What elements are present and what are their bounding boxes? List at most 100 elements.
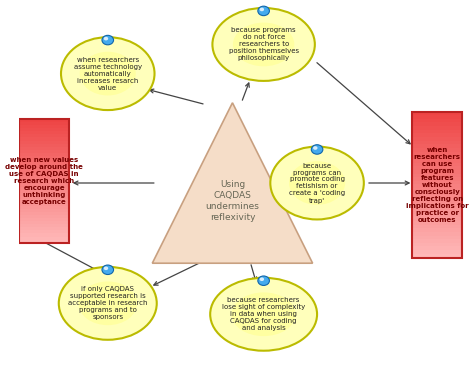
Text: when new values
develop around the
use of CAQDAS in
research which
encourage
unt: when new values develop around the use o… [5, 157, 83, 205]
Bar [412, 163, 462, 167]
Bar [19, 231, 69, 234]
Bar [412, 184, 462, 188]
Ellipse shape [289, 161, 345, 205]
Bar [19, 134, 69, 138]
Bar [412, 148, 462, 152]
Bar [19, 156, 69, 160]
Ellipse shape [59, 267, 157, 340]
Bar [412, 235, 462, 239]
Text: because
programs can
promote coding
fetishism or
create a 'coding
trap': because programs can promote coding feti… [289, 163, 345, 203]
Circle shape [260, 8, 264, 11]
Bar [19, 227, 69, 231]
Bar [412, 134, 462, 137]
Bar [412, 250, 462, 254]
Polygon shape [152, 103, 313, 263]
Bar [19, 181, 69, 184]
Circle shape [258, 6, 269, 16]
Bar [412, 199, 462, 203]
Bar [19, 215, 69, 219]
Bar [19, 162, 69, 166]
Bar [19, 175, 69, 178]
Ellipse shape [270, 146, 364, 220]
Bar [19, 137, 69, 141]
Bar [412, 217, 462, 221]
Bar [412, 188, 462, 192]
Circle shape [102, 265, 114, 274]
Bar [412, 119, 462, 123]
Bar [412, 210, 462, 214]
Bar [19, 150, 69, 153]
Bar [412, 246, 462, 250]
Bar [19, 218, 69, 221]
Bar [412, 195, 462, 199]
Bar [412, 239, 462, 243]
Text: because researchers
lose sight of complexity
in data when using
CAQDAS for codin: because researchers lose sight of comple… [222, 297, 305, 331]
Bar [412, 214, 462, 218]
Bar [412, 181, 462, 185]
Bar [19, 184, 69, 187]
Bar [19, 196, 69, 200]
Bar [19, 236, 69, 240]
Ellipse shape [232, 292, 296, 336]
Circle shape [102, 36, 114, 45]
Ellipse shape [233, 23, 294, 66]
Bar [412, 203, 462, 207]
Bar [412, 232, 462, 236]
Bar [19, 178, 69, 181]
Bar [19, 193, 69, 197]
Ellipse shape [78, 281, 137, 325]
Bar [412, 155, 462, 159]
Bar [412, 254, 462, 258]
Circle shape [104, 266, 108, 270]
Text: when researchers
assume technology
automatically
increases resarch
value: when researchers assume technology autom… [73, 57, 142, 91]
Bar [19, 221, 69, 225]
Bar [19, 187, 69, 190]
Bar [412, 225, 462, 229]
Bar [19, 143, 69, 147]
Bar [19, 131, 69, 135]
Bar [19, 172, 69, 175]
Bar [412, 123, 462, 127]
Bar [412, 144, 462, 148]
Bar [412, 221, 462, 225]
Bar [19, 159, 69, 163]
Bar [412, 170, 462, 174]
Bar [412, 173, 462, 178]
Bar [19, 128, 69, 132]
Ellipse shape [210, 278, 317, 351]
Text: because programs
do not force
researchers to
position themselves
philosophically: because programs do not force researcher… [228, 27, 299, 61]
Circle shape [311, 145, 323, 154]
Ellipse shape [80, 52, 136, 96]
Bar [412, 243, 462, 247]
Bar [412, 126, 462, 130]
Bar [19, 125, 69, 128]
Bar [412, 152, 462, 156]
Bar [412, 112, 462, 116]
Bar [412, 206, 462, 210]
Bar [19, 141, 69, 144]
Bar [412, 115, 462, 119]
Bar [19, 224, 69, 228]
Bar [19, 240, 69, 243]
Bar [19, 190, 69, 194]
Bar [412, 228, 462, 232]
Bar [19, 168, 69, 172]
Text: Using
CAQDAS
undermines
reflexivity: Using CAQDAS undermines reflexivity [206, 180, 259, 223]
Bar [19, 209, 69, 212]
Bar [19, 119, 69, 122]
Bar [412, 177, 462, 181]
Bar [19, 206, 69, 209]
Bar [19, 234, 69, 237]
Circle shape [104, 37, 108, 40]
Bar [412, 137, 462, 141]
Bar [19, 199, 69, 203]
Bar [412, 192, 462, 196]
Bar [412, 159, 462, 163]
Bar [19, 212, 69, 215]
Bar [19, 122, 69, 126]
Bar [19, 153, 69, 156]
Bar [19, 147, 69, 150]
Ellipse shape [212, 8, 315, 81]
Circle shape [260, 277, 264, 281]
Circle shape [313, 146, 318, 150]
